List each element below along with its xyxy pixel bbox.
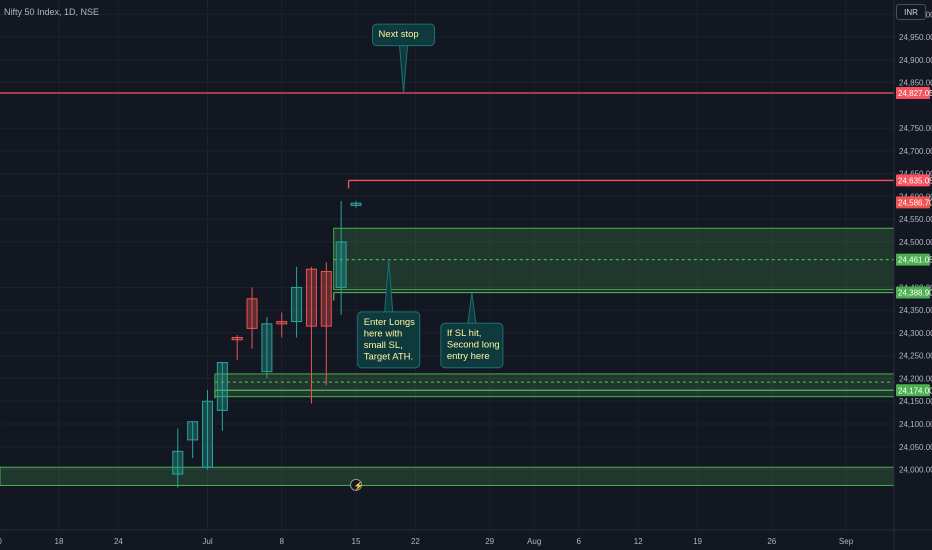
price-tag-label: 24,174.00 xyxy=(898,386,932,395)
candle-body xyxy=(172,450,184,475)
callout-text: small SL, xyxy=(364,340,403,351)
callout-text: If SL hit, xyxy=(447,328,482,339)
candle-body xyxy=(305,268,317,327)
price-tag xyxy=(896,286,930,299)
price-tag xyxy=(896,384,930,397)
y-tick-label: 24,150.00 xyxy=(899,397,932,406)
callout-pointer xyxy=(467,292,477,324)
price-tag-label: 24,586.70 xyxy=(898,198,932,207)
y-tick-label: 24,050.00 xyxy=(899,443,932,452)
callout-text: Target ATH. xyxy=(364,351,413,362)
callout-box xyxy=(372,23,436,47)
price-tag xyxy=(896,87,930,100)
y-tick-label: 24,350.00 xyxy=(899,306,932,315)
x-tick-label: 24 xyxy=(114,537,123,546)
lightning-icon xyxy=(350,478,362,491)
price-tag xyxy=(896,253,930,266)
callout-text: Second long xyxy=(447,340,500,351)
candle-body xyxy=(246,298,258,329)
candle-body xyxy=(261,323,273,373)
x-tick-label: 8 xyxy=(280,537,285,546)
price-tag-label: 24,827.05 xyxy=(898,89,932,98)
callout-box xyxy=(357,311,421,369)
candle-body xyxy=(350,202,362,206)
price-tag-label: 24,635.05 xyxy=(898,176,932,185)
lightning-glyph: ⚡ xyxy=(354,480,364,490)
x-tick-label: 18 xyxy=(55,537,64,546)
callout-text: Enter Longs xyxy=(364,317,415,328)
support-zone xyxy=(333,227,895,291)
time-axis-bg xyxy=(0,530,932,550)
price-tag-label: 24,388.90 xyxy=(898,288,932,297)
support-zone xyxy=(0,466,895,486)
callout-text: Next stop xyxy=(379,29,419,40)
y-tick-label: 24,850.00 xyxy=(899,79,932,88)
y-tick-label: 24,750.00 xyxy=(899,124,932,133)
x-tick-label: 0 xyxy=(0,537,2,546)
y-tick-label: 24,700.00 xyxy=(899,147,932,156)
x-tick-label: 12 xyxy=(634,537,643,546)
y-tick-label: 24,200.00 xyxy=(899,374,932,383)
y-tick-label: 24,250.00 xyxy=(899,352,932,361)
x-tick-label: 22 xyxy=(411,537,420,546)
y-tick-label: 24,900.00 xyxy=(899,56,932,65)
candle-body xyxy=(335,241,347,288)
symbol-title: Nifty 50 Index, 1D, NSE xyxy=(4,7,100,17)
price-tag-label: 24,461.05 xyxy=(898,256,932,265)
x-tick-label: 29 xyxy=(485,537,494,546)
candle-body xyxy=(291,286,303,323)
callout-pointer xyxy=(399,45,409,94)
callout-text: here with xyxy=(364,328,403,339)
candle-body xyxy=(320,270,332,327)
x-tick-label: 26 xyxy=(767,537,776,546)
callout-box xyxy=(440,322,504,369)
y-tick-label: 24,950.00 xyxy=(899,33,932,42)
currency-button[interactable]: INR xyxy=(896,4,926,20)
x-tick-label: 6 xyxy=(577,537,582,546)
x-tick-label: 15 xyxy=(352,537,361,546)
y-tick-label: 24,300.00 xyxy=(899,329,932,338)
x-tick-label: Jul xyxy=(202,537,212,546)
callout-text: entry here xyxy=(447,351,490,362)
y-tick-label: 24,550.00 xyxy=(899,215,932,224)
candle-body xyxy=(276,321,288,325)
candle-body xyxy=(187,421,199,441)
support-zone xyxy=(214,373,895,398)
candle-body xyxy=(216,362,228,411)
price-tag xyxy=(896,196,930,209)
y-tick-label: 24,000.00 xyxy=(899,466,932,475)
x-tick-label: Sep xyxy=(839,537,854,546)
price-tag xyxy=(896,174,930,187)
candle-body xyxy=(202,400,213,468)
candle-body xyxy=(231,336,243,341)
x-tick-label: 19 xyxy=(693,537,702,546)
x-tick-label: Aug xyxy=(527,537,541,546)
y-tick-label: 24,100.00 xyxy=(899,420,932,429)
y-tick-label: 24,500.00 xyxy=(899,238,932,247)
y-tick-label: 24,650.00 xyxy=(899,170,932,179)
